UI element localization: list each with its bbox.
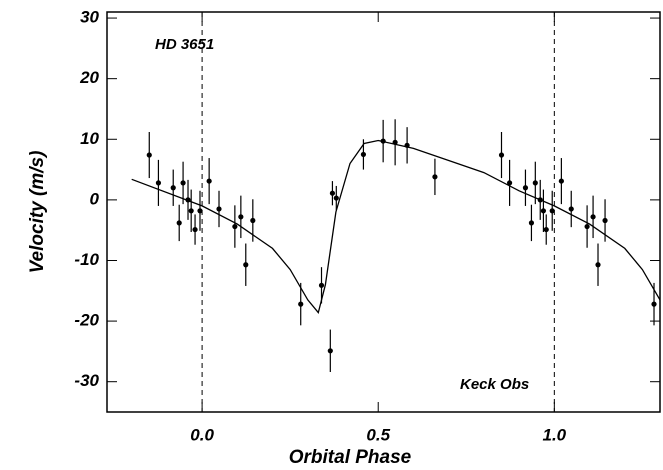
data-point	[318, 282, 325, 288]
data-point	[532, 180, 538, 186]
annotation: HD 3651	[155, 36, 214, 53]
data-point	[506, 180, 513, 186]
data-point	[540, 208, 547, 214]
y-tick-label: -30	[74, 371, 99, 390]
data-point	[250, 217, 256, 224]
data-point	[243, 262, 249, 268]
y-tick-label: -10	[74, 250, 99, 269]
data-point	[568, 206, 574, 212]
data-point	[404, 142, 410, 148]
data-point	[298, 301, 304, 307]
y-tick-label: 0	[90, 189, 100, 208]
plot-frame	[106, 11, 661, 413]
data-point	[206, 178, 212, 184]
y-tick-label: 20	[79, 68, 99, 87]
data-point	[595, 262, 601, 268]
x-tick-label: 0.5	[366, 425, 390, 444]
data-point	[543, 226, 549, 233]
data-point	[216, 206, 222, 212]
data-point	[238, 214, 244, 220]
data-point	[498, 152, 505, 158]
data-point	[602, 217, 608, 224]
data-point	[192, 226, 198, 233]
data-point	[380, 138, 386, 144]
y-tick-label: 10	[80, 129, 99, 148]
data-point	[232, 223, 238, 230]
data-point	[185, 197, 191, 203]
data-point	[333, 195, 339, 201]
data-point	[170, 185, 176, 191]
y-tick-label: -20	[74, 311, 99, 330]
data-point	[329, 190, 336, 196]
y-tick-label: 30	[80, 8, 99, 27]
data-point	[327, 348, 333, 354]
data-point	[176, 220, 182, 226]
data-point	[188, 208, 194, 214]
data-point	[392, 139, 398, 145]
data-point	[528, 220, 535, 226]
data-point	[537, 197, 543, 203]
data-point	[360, 151, 367, 158]
data-point	[590, 214, 596, 220]
data-point	[197, 208, 203, 214]
data-point	[522, 185, 529, 191]
fit-curve	[131, 139, 661, 315]
data-point	[146, 152, 152, 158]
data-point	[651, 301, 657, 307]
x-axis-label: Orbital Phase	[289, 447, 412, 468]
x-tick-label: 0.0	[190, 425, 214, 444]
data-point	[432, 174, 438, 180]
data-point	[180, 180, 186, 186]
y-axis-label: Velocity (m/s)	[27, 151, 48, 274]
data-point	[558, 178, 564, 184]
data-point	[549, 208, 555, 214]
data-point	[155, 180, 162, 186]
annotation: Keck Obs	[460, 376, 529, 393]
x-tick-label: 1.0	[543, 425, 567, 444]
data-point	[584, 223, 590, 230]
